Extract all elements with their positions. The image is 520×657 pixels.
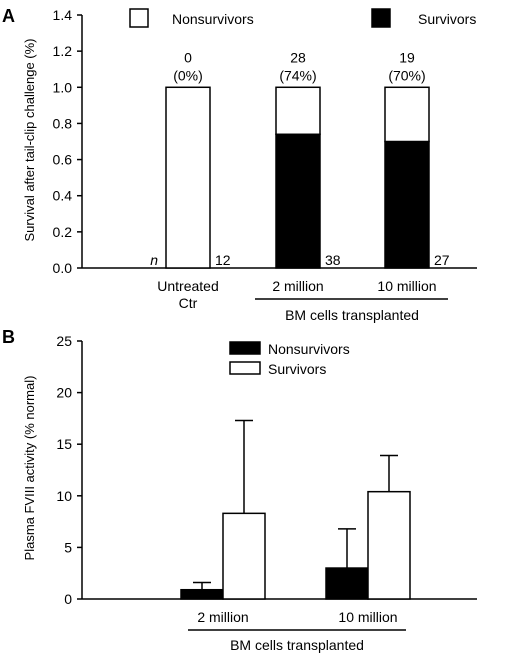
n-value-label: 27 xyxy=(434,252,450,268)
bar-survivors xyxy=(384,140,430,269)
panel-a: A Survival after tail-clip challenge (%)… xyxy=(2,6,477,323)
bar-nonsurvivors xyxy=(384,86,430,143)
panel-b-letter: B xyxy=(2,327,15,347)
panel-a-bars xyxy=(165,86,430,269)
y-tick-label-a: 0.4 xyxy=(53,188,73,204)
bar-percent-label: (0%) xyxy=(173,67,203,83)
panel-b-y-axis-label: Plasma FVIII activity (% normal) xyxy=(22,376,37,561)
y-tick-label-b: 20 xyxy=(56,385,72,401)
group-label-b: BM cells transplanted xyxy=(230,637,364,653)
bar-percent-label: (74%) xyxy=(279,67,316,83)
y-tick-label-b: 5 xyxy=(64,539,72,555)
legend-label-survivors-a: Survivors xyxy=(418,11,476,27)
bar-count-label: 19 xyxy=(399,49,415,65)
panel-b: B Plasma FVIII activity (% normal) 0 5 10 1… xyxy=(2,327,477,653)
y-tick-label-b: 15 xyxy=(56,436,72,452)
panel-b-axes: 0 5 10 15 20 25 xyxy=(56,333,477,607)
bar-nonsurvivors xyxy=(180,588,224,600)
category-label-untreated-ctr: Ctr xyxy=(179,295,198,311)
n-value-label: 38 xyxy=(325,252,341,268)
bar-count-label: 28 xyxy=(290,49,306,65)
category-label-2-million-b: 2 million xyxy=(197,609,248,625)
legend-swatch-survivors-a xyxy=(371,8,391,28)
bar-survivors xyxy=(367,490,411,600)
legend-swatch-nonsurvivors-a xyxy=(129,8,149,28)
bar-nonsurvivors xyxy=(325,567,369,600)
bar-survivors xyxy=(275,133,321,269)
n-value-label: 12 xyxy=(215,252,231,268)
legend-swatch-nonsurvivors-b xyxy=(229,341,261,355)
panel-a-labels: 0 (0%) 12 28 (74%) 38 19 (70%) 27 n xyxy=(150,49,450,268)
category-label-10-million-b: 10 million xyxy=(338,609,397,625)
y-tick-label-b: 25 xyxy=(56,333,72,349)
legend-label-nonsurvivors-b: Nonsurvivors xyxy=(268,341,350,357)
bar-nonsurvivors xyxy=(165,86,211,269)
panel-b-bars xyxy=(180,419,411,600)
category-label-untreated: Untreated xyxy=(157,278,218,294)
legend-label-survivors-b: Survivors xyxy=(268,361,326,377)
y-tick-label-a: 1.0 xyxy=(53,79,73,95)
y-tick-label-a: 0.6 xyxy=(53,152,73,168)
group-label-a: BM cells transplanted xyxy=(285,307,419,323)
y-tick-label-a: 1.2 xyxy=(53,43,73,59)
y-tick-label-a: 0.2 xyxy=(53,224,73,240)
y-tick-label-a: 0.8 xyxy=(53,115,73,131)
n-label: n xyxy=(150,252,158,268)
y-tick-label-b: 0 xyxy=(64,591,72,607)
category-label-10-million-a: 10 million xyxy=(377,278,436,294)
legend-swatch-survivors-b xyxy=(229,361,261,375)
panel-a-axes: 0.0 0.2 0.4 0.6 0.8 1.0 1.2 1.4 xyxy=(53,7,477,276)
y-tick-label-b: 10 xyxy=(56,488,72,504)
panel-a-letter: A xyxy=(2,6,15,26)
y-tick-label-a: 0.0 xyxy=(53,260,73,276)
category-label-2-million-a: 2 million xyxy=(272,278,323,294)
bar-count-label: 0 xyxy=(184,49,192,65)
bar-nonsurvivors xyxy=(275,86,321,136)
y-tick-label-a: 1.4 xyxy=(53,7,73,23)
bar-percent-label: (70%) xyxy=(388,67,425,83)
legend-label-nonsurvivors-a: Nonsurvivors xyxy=(172,11,254,27)
panel-a-y-axis-label: Survival after tail-clip challenge (%) xyxy=(22,38,37,241)
bar-survivors xyxy=(222,512,266,600)
